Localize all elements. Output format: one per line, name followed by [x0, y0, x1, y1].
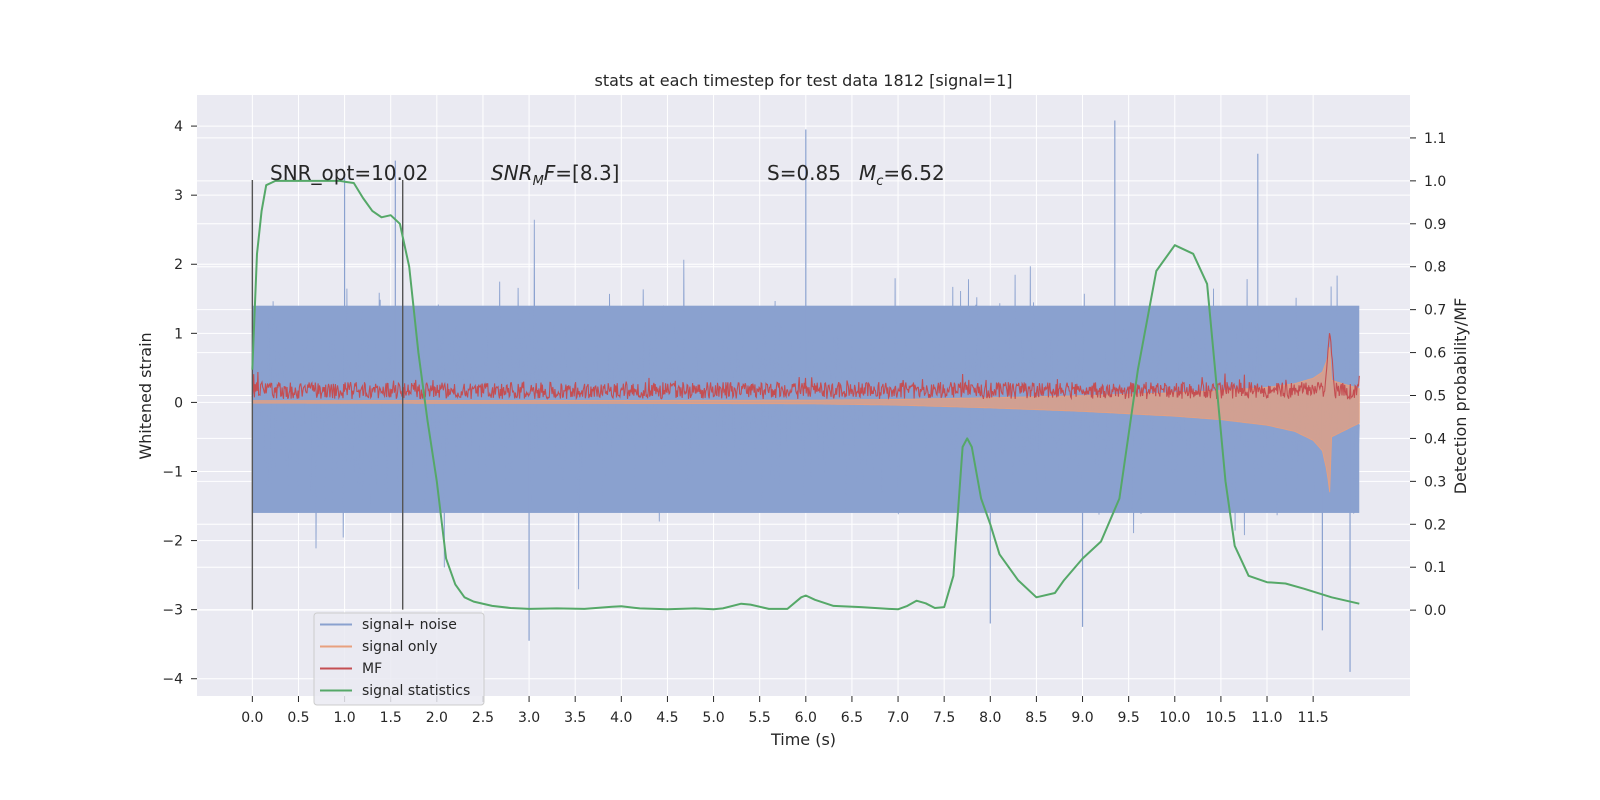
- x-tick-label: 0.0: [241, 710, 263, 726]
- y-right-tick-label: 0.7: [1424, 303, 1446, 319]
- y-tick-label: −4: [162, 672, 183, 688]
- annotation-snr-opt: SNR_opt=10.02: [270, 161, 428, 185]
- x-tick-label: 8.5: [1025, 710, 1047, 726]
- x-tick-label: 3.0: [518, 710, 540, 726]
- annotation-mc: Mc=6.52: [859, 161, 945, 189]
- x-tick-label: 10.5: [1205, 710, 1236, 726]
- y-axis-label: Whitened strain: [136, 332, 155, 459]
- y-right-tick-label: 0.8: [1424, 260, 1446, 276]
- legend: signal+ noise signal only MF signal stat…: [313, 612, 485, 706]
- y-right-tick-label: 0.2: [1424, 517, 1446, 533]
- x-tick-label: 10.0: [1159, 710, 1190, 726]
- x-tick-label: 8.0: [979, 710, 1001, 726]
- legend-label-signal-only: signal only: [362, 639, 437, 655]
- x-tick-label: 4.0: [610, 710, 632, 726]
- legend-label-signal-noise: signal+ noise: [362, 617, 457, 633]
- mf-line: [251, 333, 1360, 401]
- legend-label-signal-statistics: signal statistics: [362, 683, 470, 699]
- y-right-tick-label: 1.0: [1424, 174, 1446, 190]
- y-tick-label: 0: [174, 395, 183, 411]
- x-tick-label: 2.5: [472, 710, 494, 726]
- y-tick-label: 4: [174, 119, 183, 135]
- x-tick-label: 11.5: [1298, 710, 1329, 726]
- y-tick-label: −1: [162, 464, 183, 480]
- y-right-tick-label: 0.9: [1424, 217, 1446, 233]
- x-tick-label: 11.0: [1251, 710, 1282, 726]
- x-tick-label: 9.0: [1071, 710, 1093, 726]
- y-right-tick-label: 0.5: [1424, 389, 1446, 405]
- annotation-snr-mf-value: =[8.3]: [555, 161, 619, 185]
- y-right-tick-label: 0.1: [1424, 560, 1446, 576]
- y-tick-label: −3: [162, 603, 183, 619]
- x-tick-label: 7.0: [887, 710, 909, 726]
- data-layer: [251, 120, 1360, 672]
- x-tick-label: 2.0: [426, 710, 448, 726]
- axes: 0.0 0.5 1.0 1.5 2.0 2.5 3.0 3.5 4.0 4.5 5.0 5.5 6.0 6…: [162, 119, 1446, 726]
- y-right-tick-label: 0.3: [1424, 474, 1446, 490]
- legend-label-mf: MF: [362, 661, 382, 677]
- x-tick-label: 3.5: [564, 710, 586, 726]
- y-tick-label: 3: [174, 188, 183, 204]
- y-tick-label: −2: [162, 534, 183, 550]
- signal-statistics-line: [251, 179, 1360, 611]
- x-tick-label: 5.5: [749, 710, 771, 726]
- y-right-tick-label: 0.0: [1424, 603, 1446, 619]
- y-right-tick-label: 0.6: [1424, 346, 1446, 362]
- annotation-s: S=0.85: [767, 161, 841, 185]
- x-tick-label: 0.5: [287, 710, 309, 726]
- x-tick-label: 5.0: [702, 710, 724, 726]
- annotation-snr-mf: SNRMF=[8.3]: [491, 161, 619, 189]
- x-tick-label: 6.5: [841, 710, 863, 726]
- x-axis-label: Time (s): [770, 730, 836, 749]
- signal-only-envelope: [251, 347, 1360, 493]
- x-tick-label: 7.5: [933, 710, 955, 726]
- y-tick-label: 1: [174, 326, 183, 342]
- x-tick-label: 6.0: [795, 710, 817, 726]
- legend-box: [313, 612, 485, 706]
- annotations: SNR_opt=10.02 SNRMF=[8.3] S=0.85 Mc=6.52: [270, 161, 945, 189]
- y-right-tick-label: 1.1: [1424, 131, 1446, 147]
- y-axis-right-label: Detection probability/MF: [1451, 298, 1470, 495]
- y-right-tick-label: 0.4: [1424, 431, 1446, 447]
- x-tick-label: 9.5: [1118, 710, 1140, 726]
- x-tick-label: 1.0: [333, 710, 355, 726]
- x-tick-label: 1.5: [380, 710, 402, 726]
- x-tick-label: 4.5: [656, 710, 678, 726]
- y-tick-label: 2: [174, 257, 183, 273]
- chart-title: stats at each timestep for test data 181…: [594, 71, 1012, 90]
